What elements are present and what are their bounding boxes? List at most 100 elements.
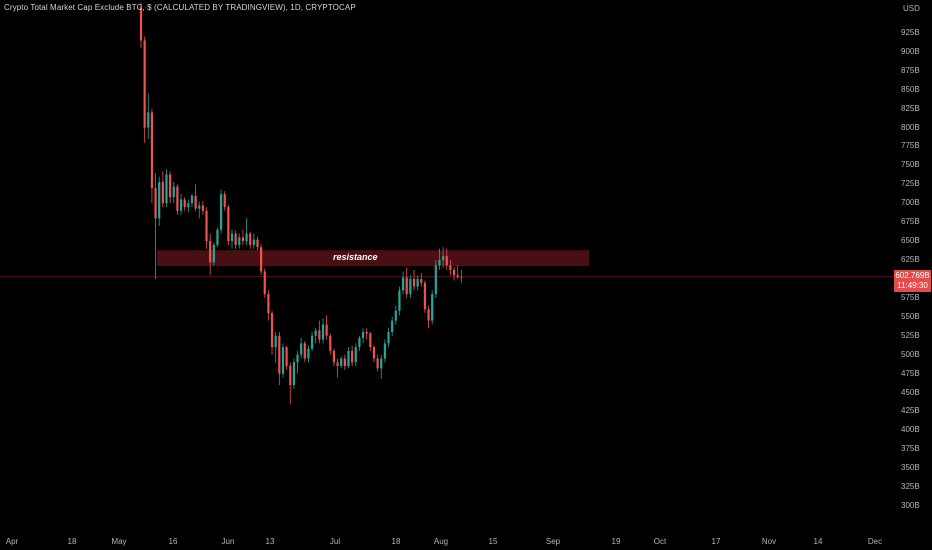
candle[interactable] <box>314 328 317 344</box>
candle[interactable] <box>249 232 252 249</box>
candle[interactable] <box>143 36 146 143</box>
candle[interactable] <box>361 328 365 344</box>
candle[interactable] <box>296 350 299 374</box>
candle[interactable] <box>172 182 175 204</box>
candle[interactable] <box>423 280 427 314</box>
candle[interactable] <box>325 315 328 340</box>
candle-body <box>412 278 416 287</box>
candle-body <box>325 324 328 336</box>
candle[interactable] <box>183 197 186 211</box>
candle[interactable] <box>445 248 448 270</box>
candle[interactable] <box>209 233 212 276</box>
candle-body <box>303 343 306 359</box>
candle[interactable] <box>212 242 215 266</box>
candle[interactable] <box>179 194 183 215</box>
candle-body <box>143 40 146 128</box>
candle[interactable] <box>205 207 208 249</box>
candle[interactable] <box>278 331 281 385</box>
candle[interactable] <box>274 331 277 363</box>
candle-body <box>394 310 397 321</box>
candle[interactable] <box>412 269 416 291</box>
candle[interactable] <box>442 247 445 268</box>
candle[interactable] <box>285 345 288 370</box>
candle[interactable] <box>230 229 234 249</box>
candle[interactable] <box>216 227 219 248</box>
candle[interactable] <box>260 244 263 276</box>
x-tick-label: Dec <box>867 537 883 546</box>
candle[interactable] <box>405 267 408 298</box>
candle[interactable] <box>187 199 190 213</box>
candle[interactable] <box>303 341 306 363</box>
candle[interactable] <box>198 201 201 219</box>
candle[interactable] <box>256 236 259 251</box>
candle[interactable] <box>376 354 379 372</box>
candle[interactable] <box>449 260 452 276</box>
candle-body <box>270 313 274 348</box>
candle[interactable] <box>234 230 237 249</box>
candle[interactable] <box>201 200 204 215</box>
candle[interactable] <box>165 169 168 208</box>
candle[interactable] <box>416 275 419 291</box>
candle[interactable] <box>329 333 332 355</box>
candle[interactable] <box>300 338 303 359</box>
candle[interactable] <box>310 331 314 351</box>
candle[interactable] <box>409 275 412 298</box>
candle[interactable] <box>420 272 423 287</box>
candle[interactable] <box>194 184 197 211</box>
candle[interactable] <box>150 108 154 204</box>
candle[interactable] <box>438 248 441 270</box>
candle[interactable] <box>387 328 390 348</box>
candle[interactable] <box>158 176 161 226</box>
candle[interactable] <box>292 358 295 389</box>
candle[interactable] <box>190 194 194 208</box>
candle[interactable] <box>307 345 310 363</box>
candle[interactable] <box>267 290 270 321</box>
candle[interactable] <box>398 286 401 316</box>
candle[interactable] <box>383 339 386 363</box>
candle[interactable] <box>241 229 245 245</box>
candle[interactable] <box>176 184 179 215</box>
candle[interactable] <box>391 316 394 336</box>
candle[interactable] <box>372 345 376 363</box>
resistance-zone[interactable] <box>157 250 589 267</box>
candle[interactable] <box>347 347 350 369</box>
candle[interactable] <box>431 290 434 325</box>
candle[interactable] <box>351 345 354 367</box>
y-tick-label: 400B <box>901 425 920 435</box>
candle[interactable] <box>358 335 361 351</box>
candle[interactable] <box>270 310 274 355</box>
candle[interactable] <box>427 305 430 329</box>
candle[interactable] <box>365 328 368 340</box>
candle[interactable] <box>318 320 321 344</box>
candle[interactable] <box>354 343 357 367</box>
candle[interactable] <box>434 260 437 298</box>
candle[interactable] <box>161 171 164 208</box>
candle[interactable] <box>289 362 292 404</box>
candle[interactable] <box>245 218 248 245</box>
candle[interactable] <box>281 343 285 378</box>
candle[interactable] <box>154 172 157 279</box>
candle[interactable] <box>340 356 343 369</box>
candle[interactable] <box>219 189 223 234</box>
candle[interactable] <box>147 93 150 139</box>
candle[interactable] <box>169 171 172 204</box>
candle[interactable] <box>252 233 255 249</box>
candle[interactable] <box>343 354 346 370</box>
candle[interactable] <box>336 358 339 378</box>
candle[interactable] <box>401 271 405 295</box>
candle[interactable] <box>223 191 226 211</box>
candle[interactable] <box>460 269 463 283</box>
candle[interactable] <box>380 354 383 379</box>
candle-body <box>434 265 437 295</box>
candle[interactable] <box>394 305 397 325</box>
candle[interactable] <box>332 348 336 367</box>
candle[interactable] <box>139 2 143 49</box>
candle[interactable] <box>452 266 456 281</box>
candle[interactable] <box>369 331 372 351</box>
candle[interactable] <box>227 204 230 245</box>
candle[interactable] <box>238 233 241 249</box>
candle[interactable] <box>321 318 325 344</box>
candle[interactable] <box>263 268 266 298</box>
